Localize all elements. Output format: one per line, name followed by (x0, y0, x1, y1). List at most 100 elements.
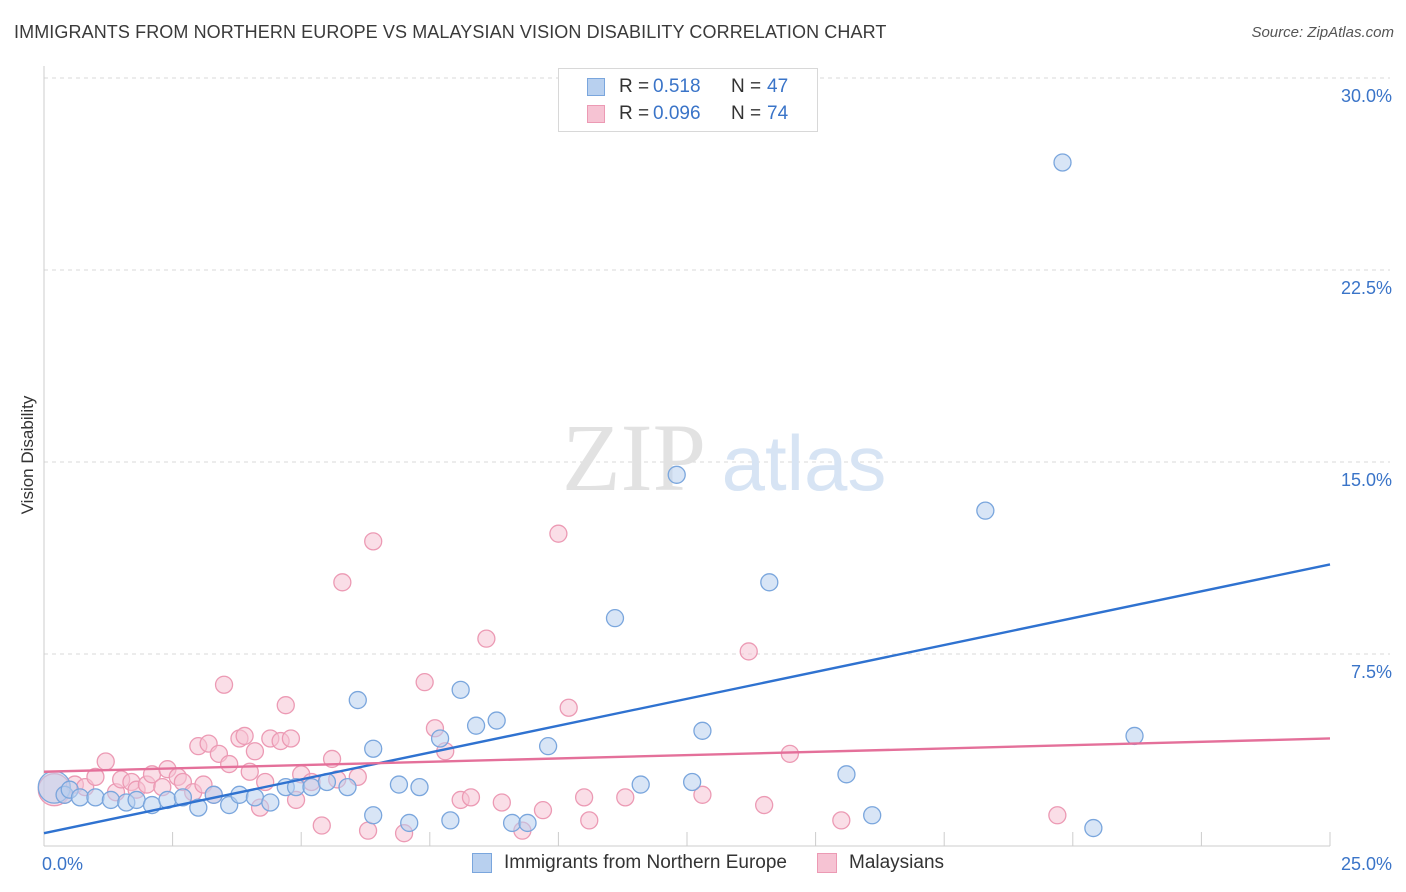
legend-item-malaysians[interactable]: Malaysians (817, 852, 944, 874)
r-label: R = (619, 76, 650, 97)
r-value: 0.518 (653, 76, 701, 97)
y-tick-label: 7.5% (1351, 662, 1392, 682)
data-point (441, 811, 460, 830)
data-point (461, 788, 481, 807)
data-point (261, 793, 280, 812)
data-point (755, 795, 774, 815)
y-tick-label: 30.0% (1341, 86, 1392, 106)
data-point (693, 721, 712, 740)
data-point (312, 816, 331, 835)
legend-row-northern-europe: R = 0.518 N = 47 (587, 75, 788, 99)
data-point (338, 777, 357, 797)
grid-lines (44, 77, 1390, 655)
legend-item-northern-europe[interactable]: Immigrants from Northern Europe (472, 852, 787, 874)
r-label: R = (619, 103, 650, 124)
data-point (302, 777, 321, 797)
data-point (631, 775, 650, 794)
data-point (400, 813, 419, 833)
data-point (780, 744, 800, 763)
data-point (580, 811, 599, 830)
data-point (101, 790, 121, 810)
data-point (477, 629, 496, 648)
data-point (492, 793, 511, 812)
data-point (1048, 806, 1067, 825)
data-point (86, 788, 105, 807)
data-point (364, 532, 383, 551)
data-point (364, 806, 383, 825)
legend-swatch-pink (817, 853, 837, 873)
trend-line-malaysians (43, 737, 1331, 773)
series-legend: Immigrants from Northern Europe Malaysia… (472, 852, 974, 874)
data-point (693, 785, 712, 804)
data-point (533, 801, 553, 820)
x-tick-label: 0.0% (42, 854, 83, 874)
data-point (430, 729, 450, 748)
data-point (451, 680, 470, 699)
data-point (220, 754, 239, 774)
watermark-atlas: atlas (722, 419, 887, 507)
y-axis-label: Vision Disability (18, 395, 37, 515)
tick-labels: 7.5% 15.0% 22.5% 30.0% 0.0% 25.0% (42, 86, 1392, 874)
data-point (549, 524, 568, 543)
data-point (682, 772, 702, 792)
n-label: N = (731, 103, 762, 124)
data-point (1084, 818, 1103, 838)
data-point (739, 642, 758, 661)
data-point (389, 775, 409, 794)
data-point (173, 788, 193, 807)
n-value: 47 (767, 76, 789, 97)
data-point (189, 798, 208, 817)
data-point (245, 742, 265, 761)
y-tick-label: 15.0% (1341, 470, 1392, 490)
legend-swatch-blue (587, 78, 605, 96)
data-point (760, 573, 779, 592)
legend-label: Immigrants from Northern Europe (504, 852, 787, 873)
data-point (86, 767, 105, 787)
axes (43, 66, 1331, 847)
data-point (235, 726, 254, 746)
correlation-legend: R = 0.518 N = 47 R = 0.096 N = 74 (558, 68, 818, 132)
data-point (863, 806, 882, 825)
data-point (204, 785, 223, 804)
r-value: 0.096 (653, 103, 701, 124)
watermark-zip: ZIP (562, 404, 706, 511)
legend-row-malaysians: R = 0.096 N = 74 (587, 102, 788, 126)
series-malaysians (37, 524, 1067, 843)
data-point (559, 698, 578, 717)
chart-title: IMMIGRANTS FROM NORTHERN EUROPE VS MALAY… (14, 22, 887, 42)
legend-swatch-pink (587, 105, 605, 123)
legend-label: Malaysians (849, 852, 945, 873)
data-point (487, 711, 506, 730)
data-point (70, 788, 90, 807)
data-point (518, 813, 537, 833)
series-northern-europe (37, 153, 1144, 838)
data-point (502, 813, 522, 833)
data-point (127, 790, 146, 810)
data-point (667, 465, 686, 484)
data-point (574, 788, 594, 807)
data-point (333, 573, 352, 592)
data-point (616, 788, 635, 807)
y-tick-label: 22.5% (1341, 278, 1392, 298)
trend-line-northern-europe (43, 563, 1331, 835)
data-point (358, 821, 378, 840)
n-value: 74 (767, 103, 789, 124)
data-point (538, 737, 558, 756)
data-point (832, 811, 851, 830)
data-point (364, 739, 383, 758)
data-point (96, 752, 115, 771)
trend-lines (43, 563, 1331, 835)
data-point (1053, 153, 1072, 172)
legend-swatch-blue (472, 853, 492, 873)
data-point (214, 675, 234, 694)
data-point (976, 501, 995, 520)
data-point (410, 777, 429, 797)
data-point (1125, 726, 1144, 746)
data-point (281, 729, 301, 748)
data-point (276, 696, 295, 715)
data-point (837, 765, 856, 784)
data-point (415, 673, 434, 692)
data-point (605, 609, 625, 628)
watermark: ZIP atlas (562, 404, 886, 511)
